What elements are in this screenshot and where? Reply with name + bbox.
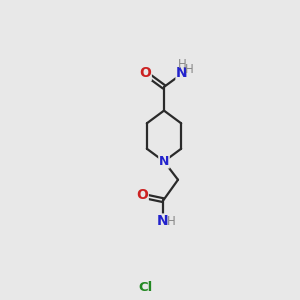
Text: O: O	[139, 66, 151, 80]
Text: Cl: Cl	[138, 280, 152, 293]
Text: O: O	[136, 188, 148, 202]
Text: N: N	[159, 155, 169, 168]
Text: N: N	[176, 66, 188, 80]
Text: N: N	[157, 214, 168, 228]
Text: H: H	[184, 63, 193, 76]
Text: H: H	[178, 58, 187, 71]
Text: H: H	[167, 214, 176, 228]
